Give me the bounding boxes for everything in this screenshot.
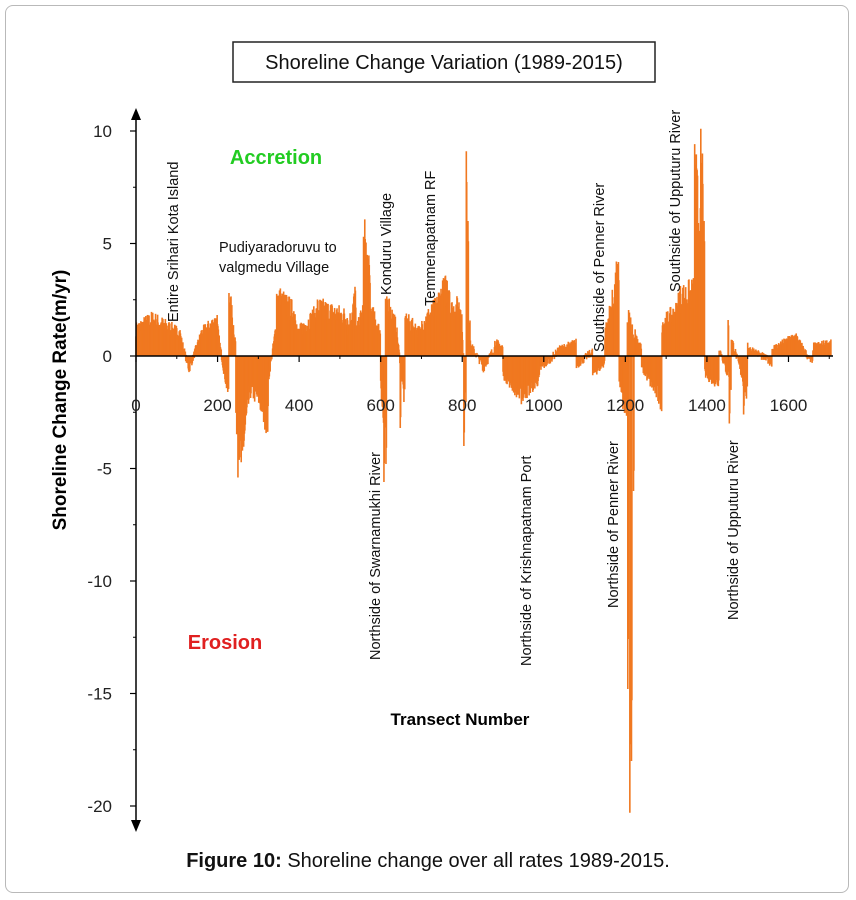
shoreline-chart: Shoreline Change Variation (1989-2015) A… [50,41,833,832]
annotation-konduru: Konduru Village [379,193,395,295]
x-axis-label: Transect Number [391,710,530,729]
y-tick-label: 5 [103,235,112,254]
annotation-krishnapatnam-port: Northside of Krishnapatnam Port [519,456,535,666]
annotation-penner-south: Southside of Penner River [592,183,608,352]
x-tick-label: 1600 [770,396,808,415]
data-series [135,128,832,813]
chart-title-box [232,41,656,83]
figure-caption: Figure 10: Shoreline change over all rat… [0,850,856,873]
annotation-pudiyaradoruvu: Pudiyaradoruvu to [219,240,337,256]
caption-text: Shoreline change over all rates 1989-201… [281,850,670,872]
figure-frame [5,5,849,893]
caption-label: Figure 10: [186,850,282,872]
x-tick-label: 600 [366,396,394,415]
chart-title: Shoreline Change Variation (1989-2015) [265,52,623,74]
annotation-temmenapatnam: Temmenapatnam RF [423,170,439,306]
x-tick-label: 1400 [688,396,726,415]
zone-label-accretion: Accretion [230,147,322,169]
annotation-swarnamukhi-north: Northside of Swarnamukhi River [368,452,384,660]
annotation-upputuru-north: Northside of Upputuru River [726,440,742,620]
y-tick-label: -10 [87,572,112,591]
annotation-penner-north: Northside of Penner River [606,441,622,608]
x-ticks: 0 200 400 600 800 1000 1200 1400 1600 [131,356,830,415]
x-tick-label: 1200 [606,396,644,415]
y-tick-label: 10 [93,122,112,141]
x-tick-label: 1000 [525,396,563,415]
annotation-valgmedu: valgmedu Village [219,260,329,276]
x-tick-label: 800 [448,396,476,415]
y-axis-arrow-up [131,108,141,120]
y-tick-label: -20 [87,797,112,816]
annotation-upputuru-south: Southside of Upputuru River [668,110,684,292]
y-ticks: 10 5 0 -5 -10 -15 -20 [87,122,136,816]
annotation-srihari-kota: Entire Srihari Kota Island [166,162,182,322]
y-tick-label: -5 [97,460,112,479]
x-tick-label: 200 [203,396,231,415]
y-tick-label: 0 [103,347,112,366]
y-axis-label: Shoreline Change Rate(m/yr) [50,270,71,531]
zone-label-erosion: Erosion [188,632,262,654]
x-tick-label: 0 [131,396,140,415]
y-tick-label: -15 [87,685,112,704]
x-tick-label: 400 [285,396,313,415]
y-axis-arrow-down [131,820,141,832]
